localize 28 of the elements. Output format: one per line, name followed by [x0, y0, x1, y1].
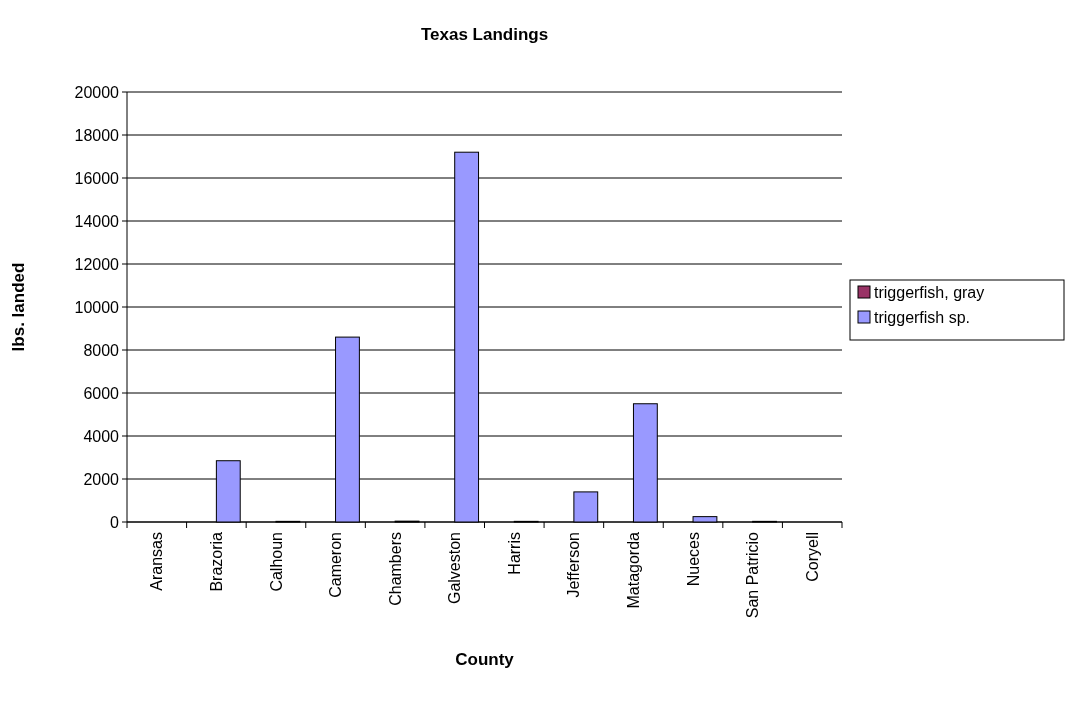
x-tick-label: Chambers: [386, 532, 404, 606]
x-tick-label: Coryell: [803, 532, 821, 582]
x-tick-label: Nueces: [684, 532, 702, 587]
x-tick-label: Jefferson: [565, 532, 583, 598]
y-axis-title: lbs. landed: [9, 262, 28, 352]
y-tick-label: 16000: [74, 169, 120, 187]
x-tick-label: Matagorda: [625, 531, 643, 609]
y-tick-label: 12000: [74, 255, 120, 273]
y-tick-label: 0: [110, 513, 120, 531]
x-tick-label: Brazoria: [207, 531, 225, 592]
x-tick-label: Harris: [505, 532, 523, 575]
x-tick-label: Aransas: [148, 532, 166, 591]
y-tick-label: 8000: [83, 341, 120, 359]
chart-title: Texas Landings: [420, 25, 549, 44]
x-tick-label: San Patricio: [744, 531, 762, 619]
x-tick-label: Calhoun: [267, 532, 285, 592]
y-tick-label: 18000: [74, 126, 120, 144]
y-tick-label: 2000: [83, 470, 120, 488]
x-tick-label: Galveston: [446, 532, 464, 605]
x-tick-label: Cameron: [327, 532, 345, 598]
x-axis-title: County: [455, 650, 515, 669]
legend-label: triggerfish sp.: [874, 308, 971, 326]
y-tick-label: 14000: [74, 212, 120, 230]
y-tick-label: 10000: [74, 298, 120, 316]
y-tick-label: 4000: [83, 427, 120, 445]
legend-label: triggerfish, gray: [874, 283, 985, 301]
y-tick-label: 6000: [83, 384, 120, 402]
y-tick-label: 20000: [74, 83, 120, 101]
